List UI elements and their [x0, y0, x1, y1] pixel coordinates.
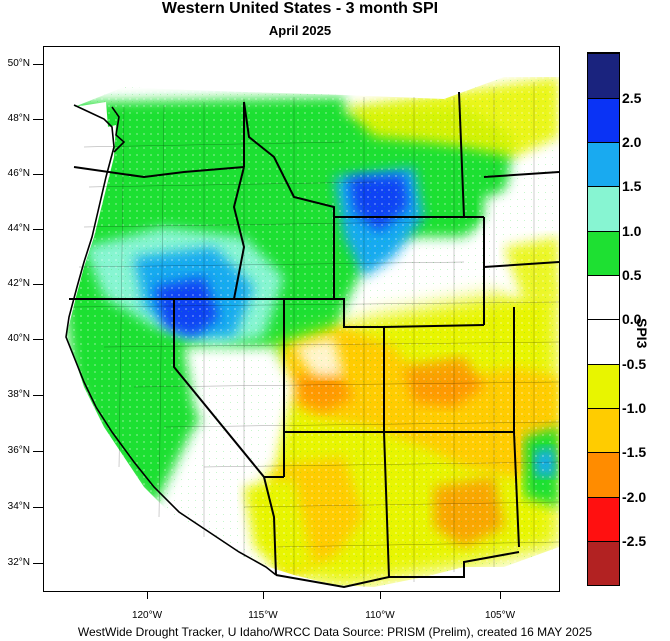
- colorbar-label: -2.5: [622, 533, 647, 549]
- lat-label-38: 38°N: [7, 389, 30, 400]
- lat-tick: [33, 174, 43, 175]
- colorbar-cell: [588, 408, 619, 452]
- lat-label-32: 32°N: [7, 557, 30, 568]
- colorbar-cell: [588, 53, 619, 98]
- colorbar-cell: [588, 186, 619, 231]
- colorbar-label: 1.0: [622, 223, 642, 239]
- map-subtitle: April 2025: [268, 23, 332, 38]
- lat-tick: [33, 395, 43, 396]
- lat-label-46: 46°N: [7, 168, 30, 179]
- lat-tick: [33, 284, 43, 285]
- colorbar-cell: [588, 497, 619, 541]
- colorbar-label: -1.5: [622, 444, 647, 460]
- map-title: Western United States - 3 month SPI: [161, 0, 439, 17]
- colorbar-title: SPI3: [634, 318, 650, 349]
- colorbar-label: 0.0: [622, 311, 642, 327]
- lat-tick: [33, 563, 43, 564]
- lon-tick: [147, 591, 148, 599]
- colorbar-label: -2.0: [622, 489, 647, 505]
- colorbar-label: -1.0: [622, 400, 647, 416]
- colorbar-label: 1.5: [622, 178, 642, 194]
- lat-tick: [33, 339, 43, 340]
- lat-tick: [33, 451, 43, 452]
- lon-label-110: 110°W: [365, 610, 395, 621]
- spi-colorbar: [587, 52, 620, 586]
- lat-label-42: 42°N: [7, 278, 30, 289]
- lat-label-50: 50°N: [7, 58, 30, 69]
- colorbar-cell: [588, 319, 619, 364]
- colorbar-cell: [588, 541, 619, 585]
- colorbar-cell: [588, 98, 619, 142]
- lon-tick: [380, 591, 381, 599]
- lat-tick: [33, 119, 43, 120]
- lat-label-48: 48°N: [7, 113, 30, 124]
- colorbar-label: 2.0: [622, 134, 642, 150]
- lat-label-44: 44°N: [7, 223, 30, 234]
- spi-map-canvas: [65, 77, 559, 589]
- lat-label-36: 36°N: [7, 445, 30, 456]
- lat-tick: [33, 507, 43, 508]
- colorbar-label: 0.5: [622, 267, 642, 283]
- lon-tick: [500, 591, 501, 599]
- colorbar-cell: [588, 142, 619, 186]
- colorbar-cell: [588, 275, 619, 319]
- lon-label-115: 115°W: [248, 610, 278, 621]
- lat-label-40: 40°N: [7, 333, 30, 344]
- lat-label-34: 34°N: [7, 501, 30, 512]
- colorbar-label: -0.5: [622, 356, 647, 372]
- colorbar-cell: [588, 452, 619, 497]
- spi-map: [43, 46, 560, 592]
- lon-label-105: 105°W: [484, 610, 516, 621]
- colorbar-cell: [588, 231, 619, 275]
- lon-tick: [263, 591, 264, 599]
- lat-tick: [33, 229, 43, 230]
- lat-tick: [33, 64, 43, 65]
- colorbar-cell: [588, 364, 619, 408]
- lon-label-120: 120°W: [131, 610, 163, 621]
- colorbar-label: 2.5: [622, 90, 642, 106]
- footer-credit: WestWide Drought Tracker, U Idaho/WRCC D…: [77, 625, 593, 639]
